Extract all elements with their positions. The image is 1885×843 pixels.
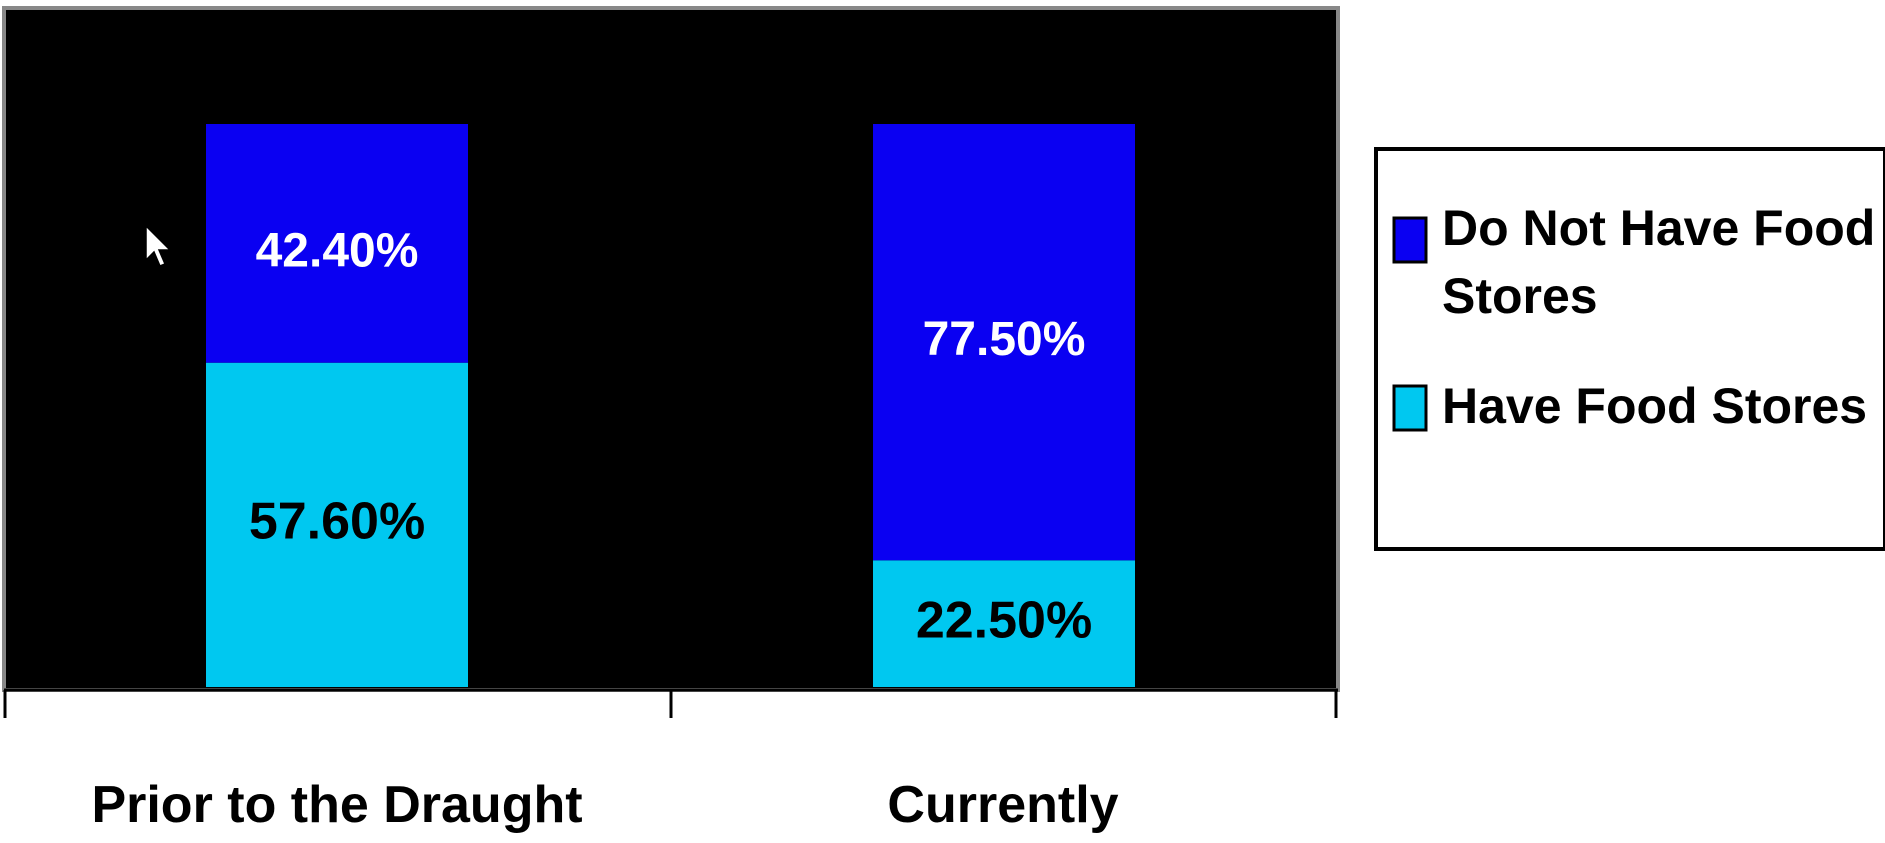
bar-data-label: 77.50% [923, 313, 1086, 366]
mouse-pointer-icon [145, 224, 172, 267]
legend-label-have: Have Food Stores [1442, 378, 1867, 434]
bar-segment [206, 362, 468, 687]
legend-label-do-not-have: Do Not Have Food [1442, 200, 1875, 256]
bar-data-label: 22.50% [916, 591, 1092, 649]
x-tick-label-currently: Currently [887, 776, 1118, 834]
plot-area [2, 6, 1340, 692]
x-tick-label-prior: Prior to the Draught [91, 776, 582, 834]
bars-group: 57.60% 42.40% 22.50% 77.50% [206, 124, 1135, 687]
legend-swatch-do-not-have [1392, 216, 1428, 264]
legend-swatch-have [1392, 384, 1428, 432]
legend-box [1374, 147, 1885, 551]
bar-segment [206, 124, 468, 363]
bar-data-label: 42.40% [256, 225, 419, 278]
bar-data-label: 57.60% [249, 493, 425, 551]
legend-label-do-not-have-line2: Stores [1442, 268, 1598, 324]
bar-segment [873, 124, 1135, 561]
bar-segment [873, 560, 1135, 687]
